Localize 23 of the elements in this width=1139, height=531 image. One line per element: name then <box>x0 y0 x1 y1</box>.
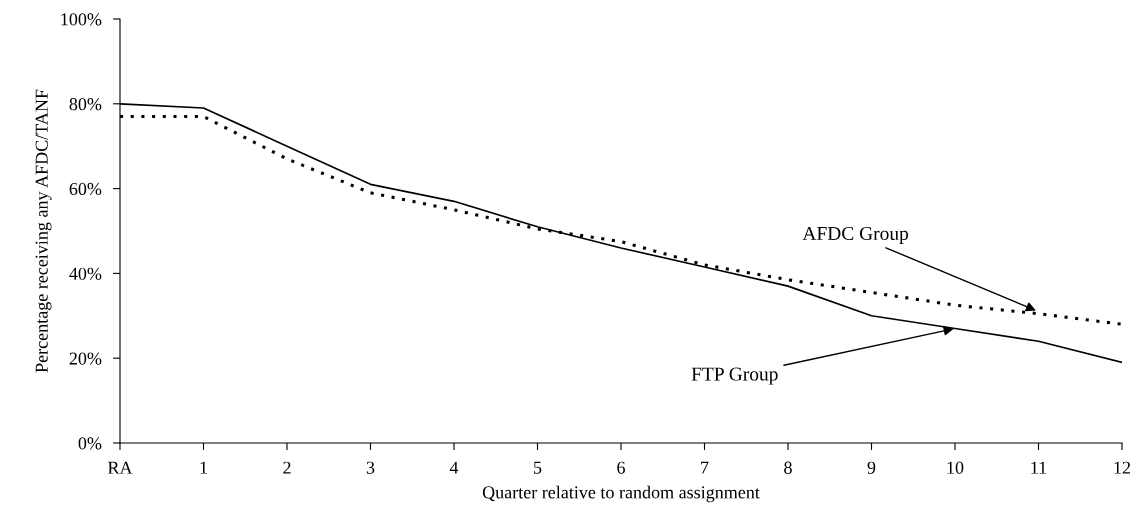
y-axis-title: Percentage receiving any AFDC/TANF <box>35 89 52 373</box>
x-tick-label: 1 <box>200 461 207 474</box>
x-tick-label: 11 <box>1031 461 1047 474</box>
x-tick-label: 9 <box>867 461 876 474</box>
x-tick-label: 7 <box>701 461 709 474</box>
annotation: AFDC Group <box>802 226 909 244</box>
x-tick-label: 8 <box>784 461 792 474</box>
y-tick-label: 0% <box>78 437 102 450</box>
x-axis-title: Quarter relative to random assignment <box>482 485 760 503</box>
y-tick-label: 100% <box>61 13 102 26</box>
y-tick-label: 60% <box>69 182 102 196</box>
x-tick-label: 3 <box>366 461 375 474</box>
x-tick-label: 5 <box>534 461 542 474</box>
annotation: FTP Group <box>691 367 778 385</box>
y-tick-label: 80% <box>69 98 102 111</box>
x-tick-label: RA <box>107 461 133 474</box>
x-tick-label: 12 <box>1114 461 1131 474</box>
x-tick-label: 10 <box>947 461 964 474</box>
y-tick-label: 20% <box>69 352 102 365</box>
y-tick-label: 40% <box>69 267 102 280</box>
x-tick-label: 2 <box>283 461 291 474</box>
x-tick-label: 6 <box>617 461 625 474</box>
x-tick-label: 4 <box>449 461 459 474</box>
